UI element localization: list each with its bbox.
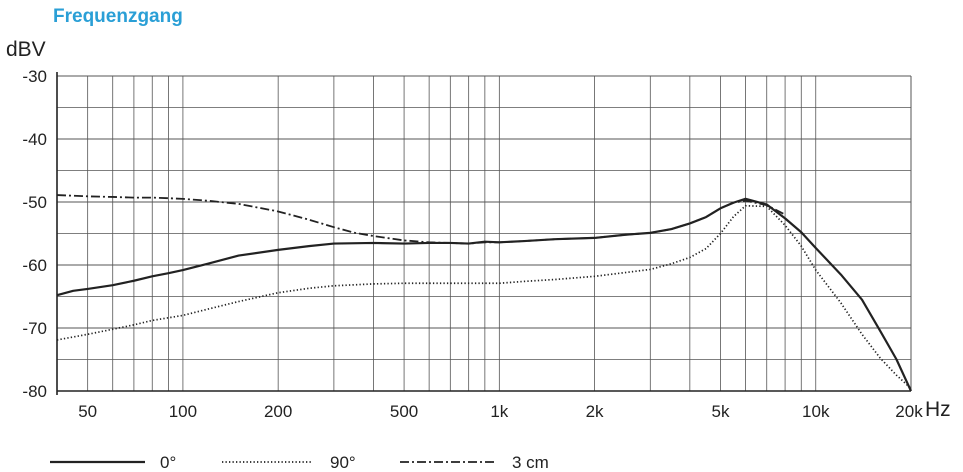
x-tick-label: 200 <box>264 402 292 421</box>
x-tick-label: 2k <box>586 402 604 421</box>
series-line-0 <box>56 197 912 392</box>
legend-label-1: 90° <box>330 453 356 472</box>
chart-title: Frequenzgang <box>53 6 183 27</box>
y-tick-label: -70 <box>22 319 47 338</box>
x-tick-label: 100 <box>169 402 197 421</box>
x-axis-unit-label: Hz <box>925 398 951 421</box>
y-tick-label: -80 <box>22 382 47 401</box>
x-tick-labels: 50 100 200 500 1k 2k 5k 10k 20k <box>78 402 923 421</box>
legend-label-2: 3 cm <box>512 453 549 472</box>
x-tick-label: 5k <box>712 402 730 421</box>
legend-label-0: 0° <box>160 453 176 472</box>
x-tick-label: 500 <box>390 402 418 421</box>
x-tick-label: 50 <box>78 402 97 421</box>
y-tick-label: -40 <box>22 130 47 149</box>
legend: 0° 90° 3 cm <box>50 453 549 472</box>
series-lines <box>56 194 912 392</box>
series-line-1 <box>56 204 912 390</box>
series-line-2 <box>56 194 786 245</box>
y-tick-label: -50 <box>22 193 47 212</box>
y-tick-label: -30 <box>22 67 47 86</box>
y-axis-label: dBV <box>6 38 46 61</box>
y-tick-label: -60 <box>22 256 47 275</box>
x-tick-label: 1k <box>490 402 508 421</box>
x-tick-label: 20k <box>895 402 923 421</box>
grid <box>56 72 912 395</box>
x-tick-label: 10k <box>802 402 830 421</box>
y-tick-labels: -30 -40 -50 -60 -70 -80 <box>22 67 47 401</box>
